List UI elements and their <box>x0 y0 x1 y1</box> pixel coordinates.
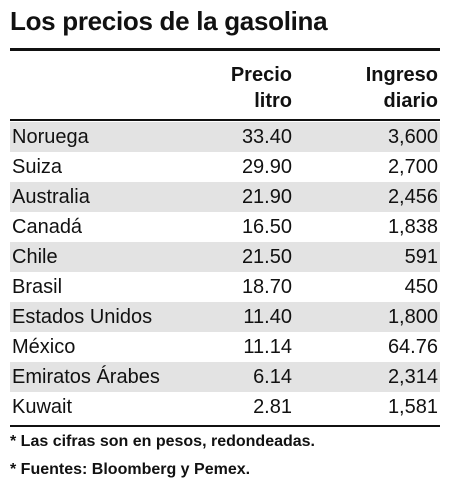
value-cell: 2.81 <box>253 396 292 418</box>
table-row: Suiza 29.90 2,700 <box>10 152 440 182</box>
country-cell: Suiza <box>12 156 63 178</box>
value-cell: 64.76 <box>387 336 438 358</box>
column-header-line: litro <box>254 90 292 112</box>
value-cell: 21.50 <box>241 246 292 268</box>
table-header: Precio litro Ingreso diario <box>10 62 440 118</box>
country-cell: Noruega <box>12 126 89 148</box>
country-cell: Canadá <box>12 216 83 238</box>
column-header: Precio litro <box>231 62 292 114</box>
table-row: Australia 21.90 2,456 <box>10 182 440 212</box>
country-cell: Estados Unidos <box>12 306 153 328</box>
value-cell: 1,581 <box>387 396 438 418</box>
table-row: México 11.14 64.76 <box>10 332 440 362</box>
country-cell: Chile <box>12 246 58 268</box>
column-header-line: Precio <box>230 64 292 86</box>
title-rule <box>10 48 440 51</box>
value-cell: 6.14 <box>253 366 292 388</box>
value-cell: 2,700 <box>387 156 438 178</box>
value-cell: 16.50 <box>241 216 292 238</box>
country-cell: Kuwait <box>12 396 73 418</box>
table-row: Chile 21.50 591 <box>10 242 440 272</box>
value-cell: 2,456 <box>387 186 438 208</box>
country-cell: Australia <box>12 186 90 208</box>
table-row: Brasil 18.70 450 <box>10 272 440 302</box>
table-row: Noruega 33.40 3,600 <box>10 122 440 152</box>
footnote: * Fuentes: Bloomberg y Pemex. <box>10 461 251 478</box>
value-cell: 1,800 <box>387 306 438 328</box>
table-row: Canadá 16.50 1,838 <box>10 212 440 242</box>
value-cell: 11.14 <box>243 336 292 358</box>
value-cell: 18.70 <box>241 276 292 298</box>
country-cell: Brasil <box>12 276 63 298</box>
table-row: Kuwait 2.81 1,581 <box>10 392 440 422</box>
value-cell: 29.90 <box>241 156 292 178</box>
footnote: * Las cifras son en pesos, redondeadas. <box>10 433 315 450</box>
value-cell: 11.40 <box>243 306 292 328</box>
country-cell: México <box>12 336 76 358</box>
value-cell: 33.40 <box>241 126 292 148</box>
table-body: Noruega 33.40 3,600 Suiza 29.90 2,700 Australi… <box>10 122 440 422</box>
title: Los precios de la gasolina <box>10 6 328 36</box>
table-row: Estados Unidos 11.40 1,800 <box>10 302 440 332</box>
header-rule <box>10 119 440 121</box>
column-header-line: Ingreso <box>365 64 438 86</box>
column-header-line: diario <box>383 90 438 112</box>
value-cell: 2,314 <box>387 366 438 388</box>
country-cell: Emiratos Árabes <box>12 366 160 388</box>
value-cell: 450 <box>404 276 438 298</box>
column-header: Ingreso diario <box>366 62 438 114</box>
value-cell: 21.90 <box>241 186 292 208</box>
table-rule <box>10 425 440 427</box>
value-cell: 3,600 <box>387 126 438 148</box>
value-cell: 1,838 <box>387 216 438 238</box>
table-row: Emiratos Árabes 6.14 2,314 <box>10 362 440 392</box>
value-cell: 591 <box>404 246 438 268</box>
